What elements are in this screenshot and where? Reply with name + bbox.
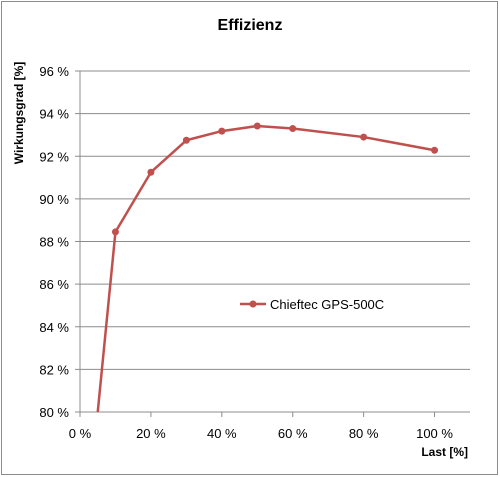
x-tick-label: 20 % <box>136 426 166 441</box>
x-axis-label: Last [%] <box>421 445 468 459</box>
y-tick-labels: 80 % 82 % 84 % 86 % 88 % 90 % 92 % 94 % 96 % <box>39 64 69 420</box>
y-tick-label: 92 % <box>39 149 69 164</box>
x-tick-label: 100 % <box>416 426 453 441</box>
legend-label: Chieftec GPS-500C <box>270 297 384 312</box>
x-tick-label: 60 % <box>278 426 308 441</box>
y-tick-label: 82 % <box>39 362 69 377</box>
y-axis-label: Wirkungsgrad [%] <box>12 62 26 165</box>
data-point <box>431 146 439 154</box>
data-point <box>289 125 297 133</box>
x-tick-labels: 0 % 20 % 40 % 60 % 80 % 100 % <box>69 426 454 441</box>
x-tick-label: 80 % <box>349 426 379 441</box>
y-tick-label: 80 % <box>39 405 69 420</box>
legend: Chieftec GPS-500C <box>240 297 384 312</box>
x-tick-label: 0 % <box>69 426 92 441</box>
data-point <box>218 127 226 135</box>
data-point <box>111 228 119 236</box>
data-point <box>182 136 190 144</box>
data-point <box>253 122 261 130</box>
axes <box>79 71 470 417</box>
y-tick-label: 90 % <box>39 192 69 207</box>
y-tick-label: 84 % <box>39 320 69 335</box>
x-tick-label: 40 % <box>207 426 237 441</box>
data-point <box>360 133 368 141</box>
data-point <box>147 168 155 176</box>
series-layer <box>96 122 439 413</box>
legend-marker <box>249 300 257 308</box>
y-tick-label: 94 % <box>39 107 69 122</box>
gridlines <box>75 70 470 413</box>
y-tick-label: 86 % <box>39 277 69 292</box>
y-tick-label: 96 % <box>39 64 69 79</box>
y-tick-label: 88 % <box>39 235 69 250</box>
chart-title: Effizienz <box>218 17 283 34</box>
